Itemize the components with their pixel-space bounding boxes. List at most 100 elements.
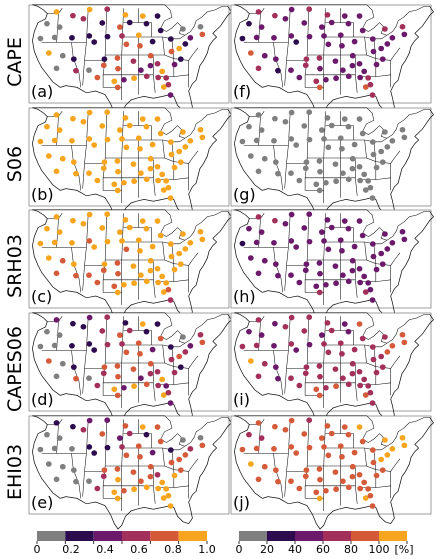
station-marker <box>159 376 166 383</box>
station-marker <box>149 449 156 456</box>
left-tick-1: 0.2 <box>62 543 80 556</box>
station-marker <box>349 463 356 470</box>
station-marker <box>246 431 252 438</box>
station-marker <box>362 84 369 90</box>
station-marker <box>333 178 339 185</box>
station-marker <box>100 165 107 172</box>
station-marker <box>70 423 76 430</box>
station-marker <box>333 383 339 390</box>
station-marker <box>114 495 121 502</box>
station-marker <box>296 279 303 286</box>
station-marker <box>91 39 98 45</box>
station-marker <box>367 286 374 293</box>
station-marker <box>147 360 154 367</box>
station-marker <box>44 20 50 27</box>
station-marker <box>302 165 309 172</box>
station-marker <box>167 36 174 42</box>
station-marker <box>328 430 335 437</box>
station-marker <box>86 478 92 484</box>
station-marker <box>389 240 396 246</box>
station-marker <box>163 75 170 81</box>
station-marker <box>255 214 262 220</box>
station-marker <box>111 181 118 188</box>
station-marker <box>246 20 252 27</box>
station-marker <box>137 272 144 278</box>
station-marker <box>399 126 406 133</box>
station-marker <box>258 127 265 133</box>
station-marker <box>296 382 303 389</box>
station-marker <box>247 461 254 467</box>
station-marker <box>122 115 129 121</box>
station-marker <box>91 244 98 250</box>
station-marker <box>101 364 108 370</box>
station-marker <box>255 270 262 277</box>
station-marker <box>322 179 329 186</box>
station-marker <box>100 473 107 480</box>
station-marker <box>126 327 133 334</box>
left-tick-3: 0.6 <box>130 543 148 556</box>
station-marker <box>384 246 391 252</box>
station-marker <box>100 62 107 69</box>
station-marker <box>114 363 121 369</box>
left-colorbar <box>36 531 208 544</box>
station-marker <box>86 6 93 13</box>
station-marker <box>361 68 368 75</box>
station-marker <box>288 33 295 39</box>
station-marker <box>357 382 364 389</box>
station-marker <box>176 148 183 155</box>
station-marker <box>86 238 93 244</box>
station-marker <box>120 179 127 186</box>
station-marker <box>154 218 161 224</box>
station-marker <box>370 253 377 260</box>
station-marker <box>86 314 93 321</box>
station-marker <box>293 244 300 250</box>
station-marker <box>116 127 123 133</box>
station-marker <box>197 331 204 338</box>
station-marker <box>163 486 170 492</box>
station-marker <box>86 67 92 73</box>
station-marker <box>349 370 356 377</box>
station-marker <box>182 246 189 252</box>
station-marker <box>373 61 380 68</box>
station-marker <box>53 65 60 72</box>
station-marker <box>332 161 339 167</box>
station-marker <box>73 272 79 279</box>
station-marker <box>139 116 146 122</box>
station-marker <box>53 214 60 220</box>
station-marker <box>155 382 162 389</box>
map-layer <box>234 209 434 324</box>
station-marker <box>70 364 77 370</box>
station-marker <box>165 286 172 293</box>
station-marker <box>126 430 133 437</box>
station-marker <box>187 240 194 246</box>
station-marker <box>255 476 262 483</box>
station-marker <box>322 487 329 494</box>
station-marker <box>306 417 313 423</box>
station-marker <box>288 272 294 278</box>
station-marker <box>177 261 184 267</box>
station-marker <box>70 159 77 165</box>
colorbar-swatch <box>295 531 323 541</box>
station-marker <box>378 456 385 463</box>
station-marker <box>349 267 356 274</box>
panel-frame <box>28 107 230 207</box>
station-marker <box>306 6 313 12</box>
station-marker <box>53 9 60 15</box>
station-marker <box>351 243 358 250</box>
station-marker <box>345 20 352 27</box>
station-marker <box>94 279 101 286</box>
station-marker <box>382 129 388 135</box>
station-marker <box>349 155 356 162</box>
station-marker <box>316 363 323 369</box>
station-marker <box>349 52 356 59</box>
station-marker <box>337 135 344 141</box>
station-marker <box>306 444 313 451</box>
map-layer <box>234 415 434 530</box>
station-marker <box>143 431 150 438</box>
station-marker <box>293 142 300 148</box>
colorbar-swatch <box>150 531 179 541</box>
station-marker <box>255 168 262 175</box>
station-marker <box>86 136 93 142</box>
station-marker <box>275 170 281 177</box>
